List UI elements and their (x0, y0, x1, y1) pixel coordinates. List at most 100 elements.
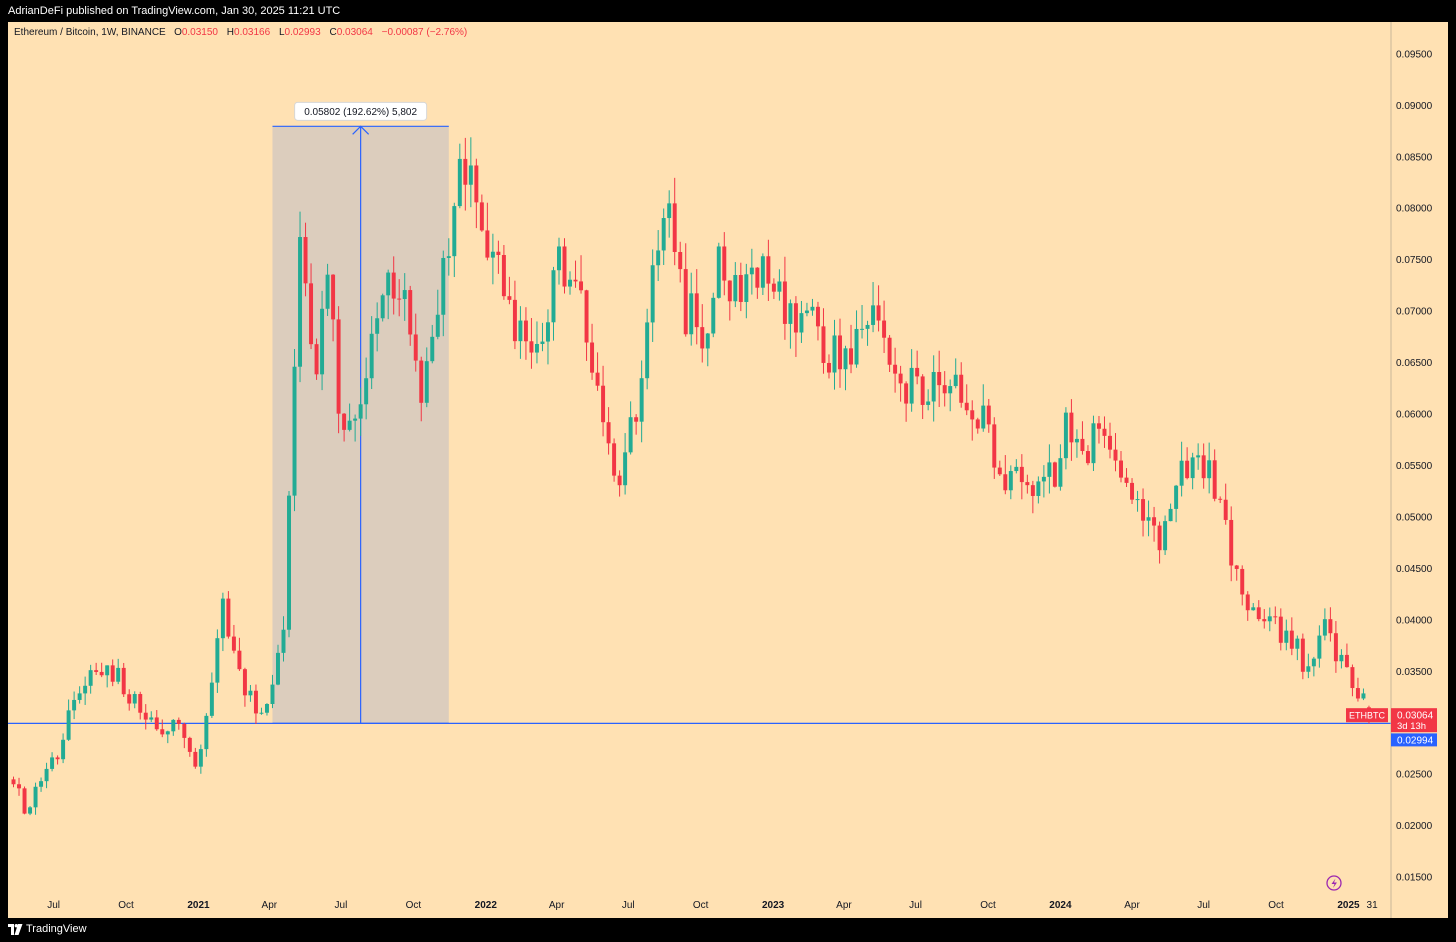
candle-body (832, 335, 837, 373)
candle-body (105, 665, 110, 676)
x-tick-label: Apr (262, 900, 278, 911)
candle-body (661, 218, 666, 251)
candle (1058, 444, 1063, 491)
candle-body (320, 308, 325, 375)
candle-body (231, 636, 236, 651)
candle-body (1278, 616, 1283, 643)
candle-body (744, 274, 749, 302)
candle (468, 137, 473, 208)
candle (981, 384, 986, 432)
candle (948, 379, 953, 412)
candle-body (358, 404, 363, 419)
x-tick-label: Apr (836, 900, 852, 911)
candle (617, 470, 622, 497)
level-price-label: 0.02994 (1397, 735, 1434, 746)
candle (1262, 609, 1267, 629)
candle-body (22, 788, 27, 814)
chart-area[interactable]: 0.09500 0.09000 0.08500 0.08000 0.07500 0.070… (8, 22, 1448, 918)
candle-body (871, 305, 876, 325)
candle-body (496, 251, 501, 255)
candle-body (276, 652, 280, 685)
candle (716, 242, 721, 299)
candle (408, 285, 413, 346)
candle (579, 255, 584, 294)
candle (1179, 441, 1184, 497)
candle (441, 250, 446, 337)
candle-body (1080, 438, 1085, 452)
candle (562, 238, 567, 294)
candle (529, 318, 534, 369)
time-axis[interactable]: Jul Oct 2021 Apr Jul Oct 2022 Apr Jul Oct 2023 Apr J… (47, 900, 1378, 911)
candle-body (557, 246, 561, 271)
y-tick-label: 0.09500 (1396, 49, 1433, 60)
countdown-label: 3d 13h (1397, 721, 1426, 732)
price-labels: ETHBTC 0.03064 3d 13h 0.02994 (1346, 708, 1437, 747)
candle-body (1322, 619, 1327, 636)
candle (705, 332, 710, 367)
candle-body (281, 629, 286, 653)
x-tick-label: Oct (406, 900, 422, 911)
candle (606, 407, 611, 455)
candle-body (716, 246, 721, 298)
candle-body (1108, 435, 1112, 450)
candle (474, 158, 479, 229)
candle (496, 240, 501, 274)
candle-body (617, 475, 622, 486)
candle-body (1295, 638, 1300, 649)
candle-body (446, 256, 451, 258)
candle (507, 276, 512, 305)
candle (331, 274, 336, 342)
candle-body (110, 665, 115, 682)
candle-body (237, 650, 242, 670)
candle-body (562, 246, 567, 287)
candle-body (1152, 517, 1157, 526)
candle-body (986, 405, 991, 425)
candle-body (1119, 460, 1123, 478)
low-value: 0.02993 (284, 27, 321, 38)
candle-body (964, 402, 969, 411)
candle (722, 232, 727, 296)
candle-body (545, 322, 550, 342)
candle-body (413, 334, 418, 361)
candle (975, 417, 980, 434)
candle-body (904, 383, 909, 404)
candle-body (1355, 688, 1360, 699)
candle (755, 267, 760, 299)
candle-body (468, 165, 473, 185)
candle-body (380, 295, 385, 319)
candle-body (193, 751, 198, 767)
candle (926, 389, 931, 411)
candle-body (799, 313, 804, 333)
candle-body (132, 694, 137, 704)
candle (557, 237, 561, 285)
candle (997, 460, 1002, 476)
candle (1019, 454, 1024, 500)
candle-body (771, 283, 776, 292)
lightning-icon[interactable] (1326, 875, 1342, 891)
y-tick-label: 0.06500 (1396, 358, 1433, 369)
candle (105, 665, 110, 688)
candle-body (678, 252, 683, 270)
candle (667, 190, 672, 238)
published-text: AdrianDeFi published on TradingView.com,… (8, 5, 341, 17)
price-chart[interactable]: 0.09500 0.09000 0.08500 0.08000 0.07500 0.070… (8, 22, 1448, 918)
candle (694, 269, 699, 345)
y-tick-label: 0.08000 (1396, 204, 1433, 215)
candle-body (88, 670, 93, 686)
candle (325, 263, 330, 316)
price-axis[interactable]: 0.09500 0.09000 0.08500 0.08000 0.07500 0.070… (1396, 49, 1433, 883)
candle (601, 365, 606, 437)
symbol-tag: ETHBTC (1349, 711, 1386, 721)
candle (612, 438, 617, 482)
candle (28, 806, 33, 816)
candle (165, 730, 170, 744)
x-tick-label: 31 (1367, 900, 1379, 911)
candle (672, 177, 677, 266)
candle-body (1339, 654, 1344, 662)
candle (446, 238, 451, 276)
candle-body (590, 342, 595, 373)
candle (777, 269, 782, 301)
candle (292, 348, 297, 512)
candle-body (843, 348, 848, 370)
candle (193, 747, 198, 769)
